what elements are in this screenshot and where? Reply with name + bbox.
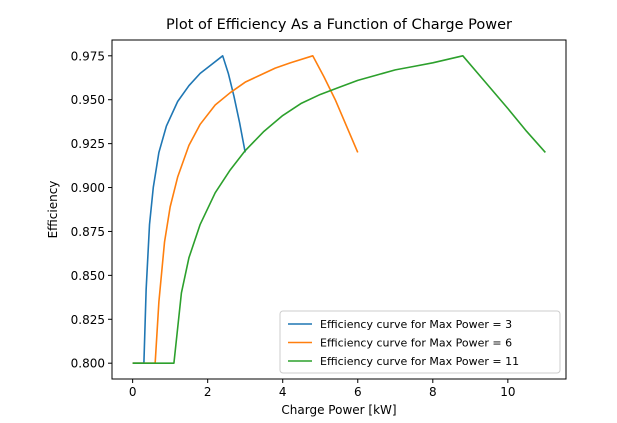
- y-axis-ticks: 0.800 0.825 0.850 0.875 0.900 0.925 0.950 0.975: [71, 49, 112, 371]
- y-tick-label: 0.950: [71, 93, 105, 107]
- plot-frame: [111, 39, 567, 380]
- y-tick-label: 0.975: [71, 49, 105, 63]
- x-axis-ticks: 0 2 4 6 8 10: [129, 379, 515, 399]
- chart-title: Plot of Efficiency As a Function of Char…: [166, 17, 512, 33]
- y-tick-label: 0.800: [71, 357, 105, 371]
- x-axis-label: Charge Power [kW]: [281, 403, 396, 417]
- y-tick-label: 0.875: [71, 225, 105, 239]
- legend-box: [279, 310, 561, 374]
- series-line-2: [132, 55, 359, 364]
- series-line-1: [132, 55, 246, 364]
- legend: Efficiency curve for Max Power = 3 Effici…: [279, 310, 561, 374]
- x-tick-label: 8: [429, 385, 437, 399]
- y-tick-label: 0.900: [71, 181, 105, 195]
- y-tick-label: 0.825: [71, 313, 105, 327]
- x-tick-label: 6: [354, 385, 362, 399]
- legend-label-1: Efficiency curve for Max Power = 3: [320, 318, 512, 331]
- legend-label-2: Efficiency curve for Max Power = 6: [320, 337, 512, 350]
- y-axis-label: Efficiency: [46, 181, 60, 239]
- x-tick-label: 10: [500, 385, 515, 399]
- y-tick-label: 0.850: [71, 269, 105, 283]
- legend-label-3: Efficiency curve for Max Power = 11: [320, 355, 519, 368]
- x-tick-label: 2: [204, 385, 212, 399]
- y-tick-label: 0.925: [71, 137, 105, 151]
- x-tick-label: 4: [279, 385, 287, 399]
- x-tick-label: 0: [129, 385, 137, 399]
- series-line-3: [132, 55, 546, 364]
- plot-lines: [132, 55, 546, 364]
